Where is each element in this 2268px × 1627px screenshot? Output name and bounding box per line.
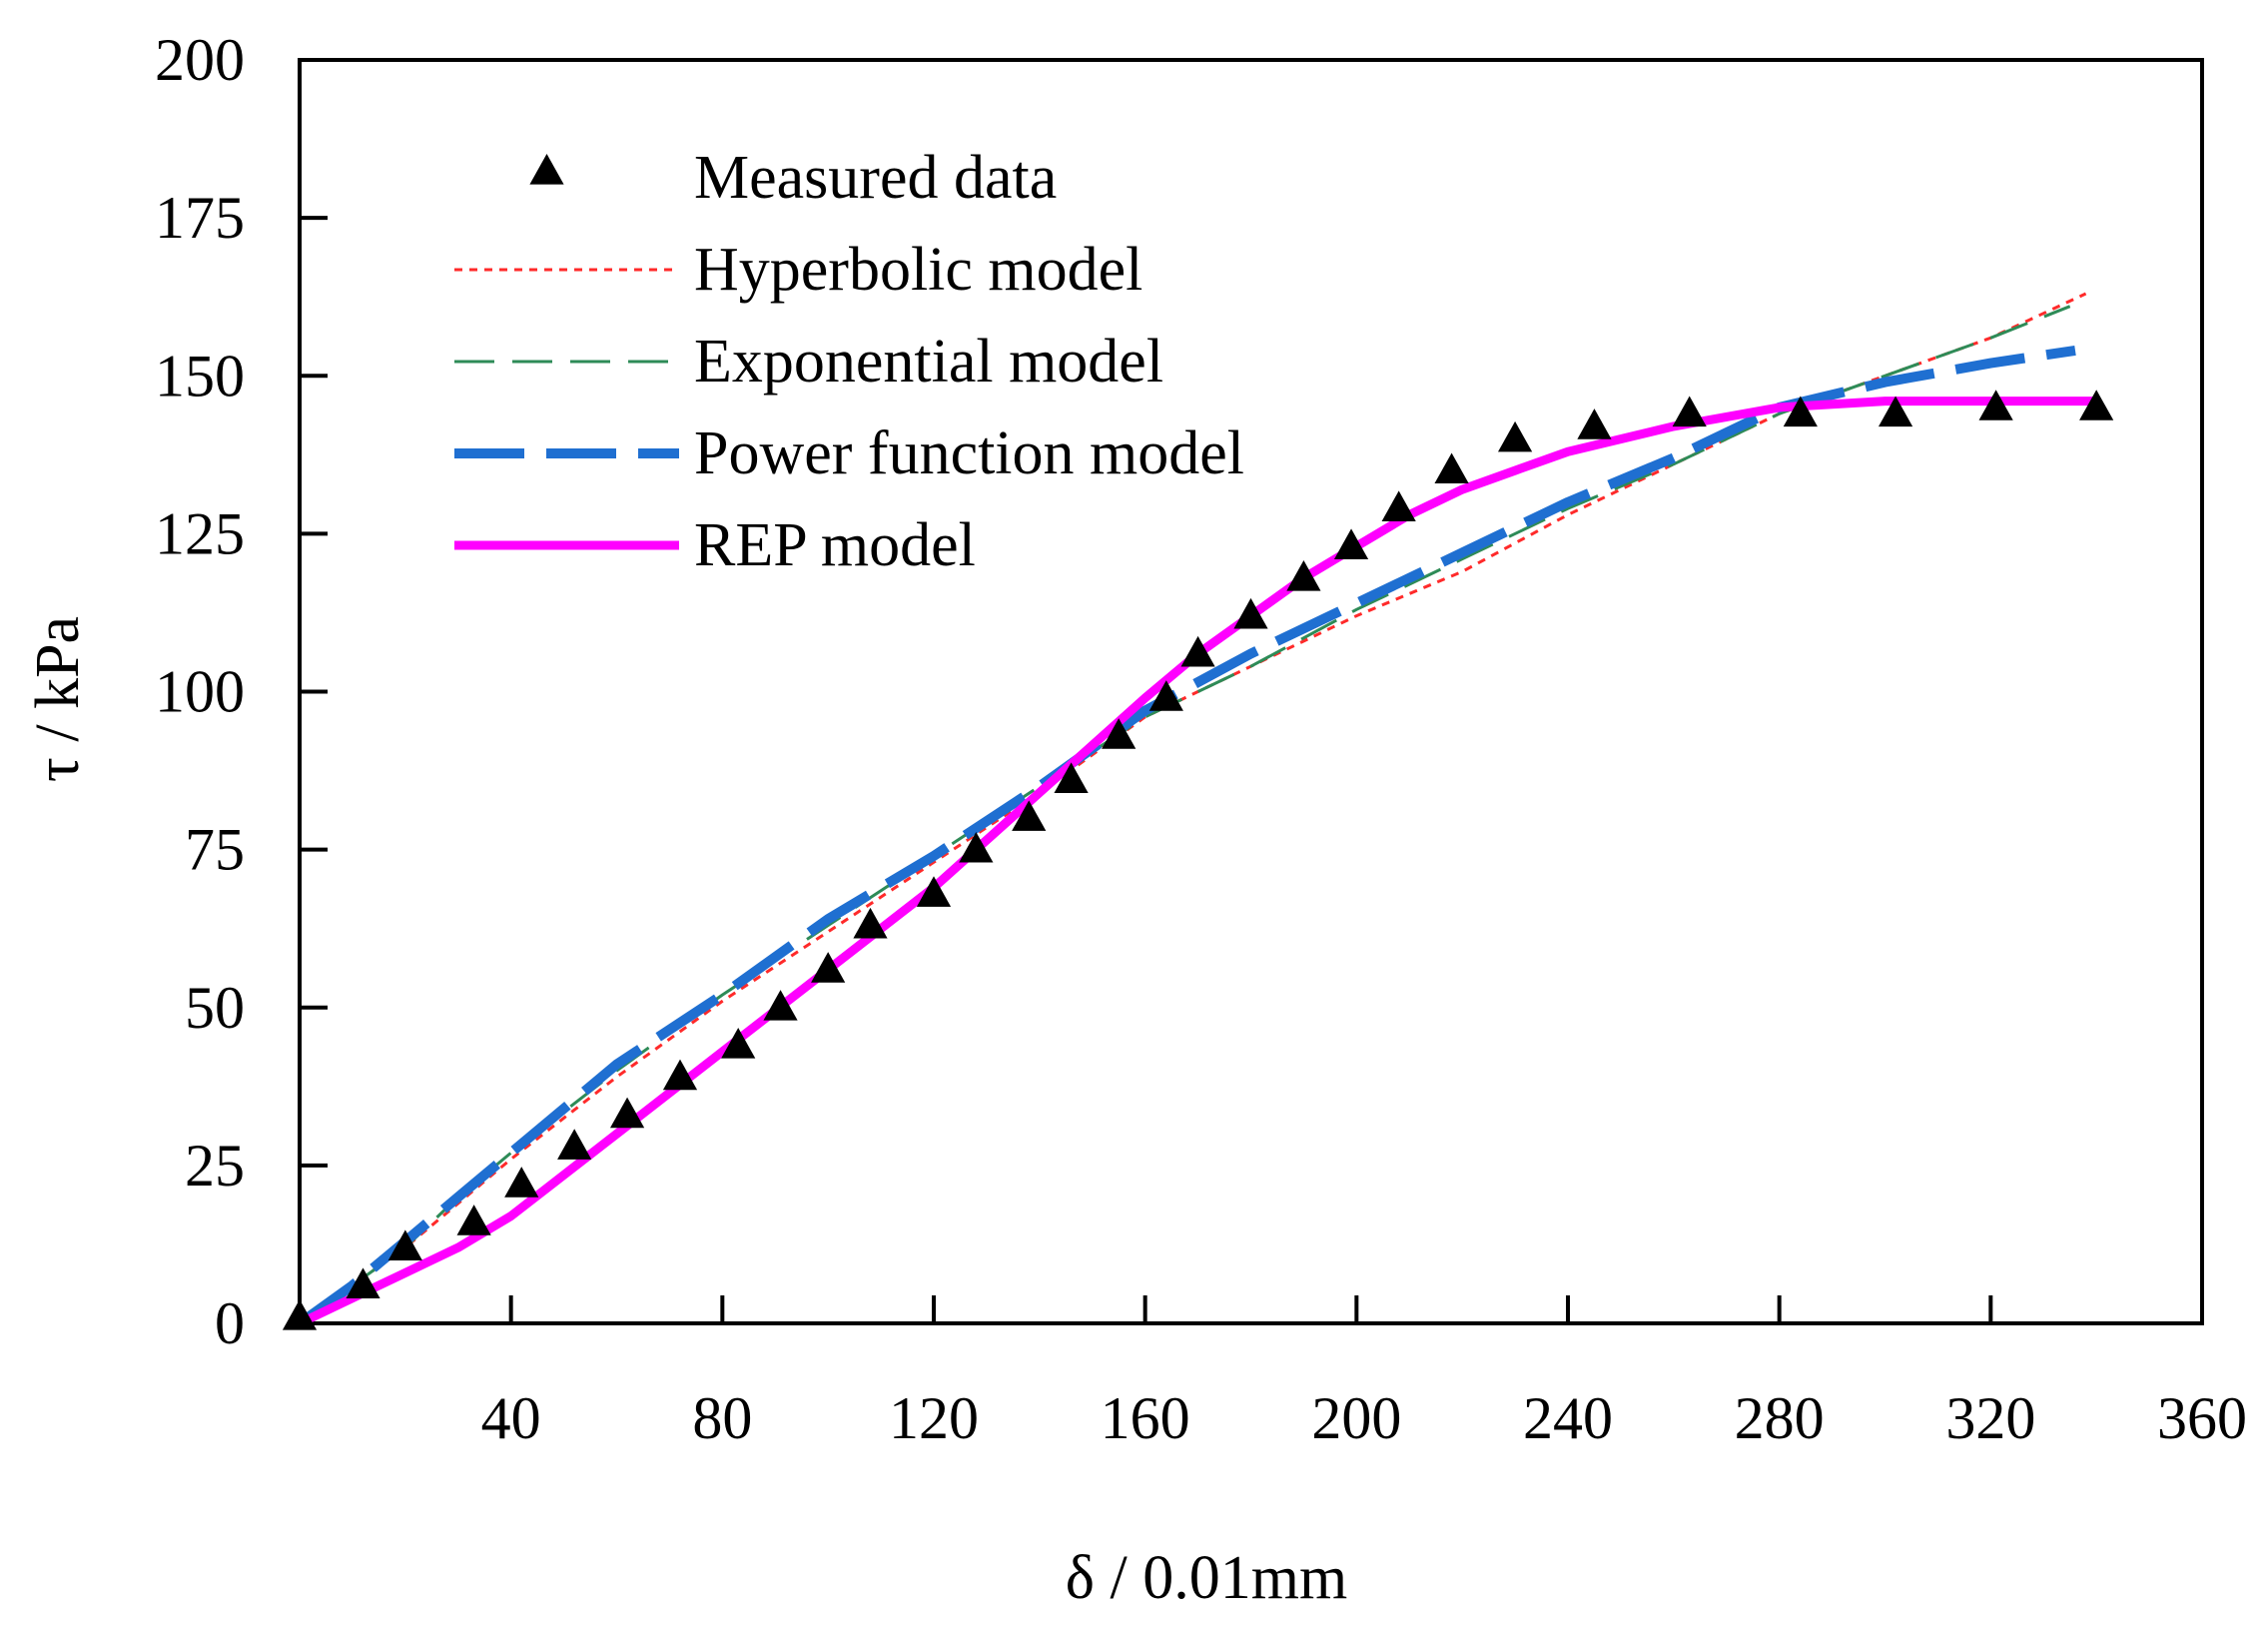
data-point-measured [811,952,846,983]
y-tick-label: 125 [155,500,245,566]
data-point-measured [1497,420,1533,452]
x-tick-label: 240 [1523,1385,1613,1451]
y-tick-label: 75 [185,817,245,883]
data-point-measured [1783,396,1818,427]
x-tick-label: 120 [889,1385,979,1451]
legend-marker-measured [529,154,564,185]
data-point-measured [456,1205,491,1235]
y-tick-label: 175 [155,185,245,251]
data-point-measured [959,831,994,863]
series-line-rep-model [298,397,2097,1328]
data-point-measured [1233,597,1268,629]
x-tick-label: 320 [1945,1385,2035,1451]
data-point-measured [916,876,952,907]
x-axis-ticks: 40 80 120 160 200 240 280 320 360 [481,1295,2247,1451]
data-point-measured [346,1267,380,1298]
x-axis-title: δ / 0.01mm [1066,1544,1347,1612]
data-point-measured [1381,490,1416,521]
data-point-measured [1012,800,1047,831]
plot-frame [298,58,2204,1325]
y-axis-title: τ / kPa [24,616,92,782]
x-tick-label: 40 [481,1385,541,1451]
data-point-measured [1102,718,1136,749]
data-point-measured [1434,452,1469,484]
data-point-measured [1286,559,1321,591]
y-tick-label: 0 [215,1290,245,1356]
y-tick-label: 150 [155,343,245,408]
data-point-measured [662,1059,698,1091]
x-tick-label: 280 [1735,1385,1825,1451]
y-tick-label: 200 [155,27,245,93]
data-point-measured [557,1129,592,1160]
x-tick-label: 160 [1101,1385,1190,1451]
data-point-measured [1978,390,2013,420]
data-point-measured [1054,762,1089,793]
x-tick-label: 80 [692,1385,752,1451]
data-point-measured [853,907,888,939]
data-point-measured [504,1167,539,1198]
plot-area [298,58,2204,1325]
data-point-measured [1672,396,1707,427]
data-point-measured [1577,408,1612,439]
data-point-measured [2079,390,2114,420]
legend-label: REP model [694,511,976,579]
legend: Measured data Hyperbolic model Exponential… [454,144,1244,579]
x-tick-label: 360 [2157,1385,2247,1451]
data-point-measured [282,1299,318,1330]
legend-label: Hyperbolic model [694,236,1142,304]
legend-label: Measured data [694,144,1057,212]
x-tick-label: 200 [1311,1385,1401,1451]
data-point-measured [1180,635,1215,667]
data-point-measured [1148,680,1183,711]
legend-label: Power function model [694,419,1244,487]
y-tick-label: 50 [185,975,245,1041]
y-axis-ticks: 0 25 50 75 100 125 150 175 200 [155,27,328,1356]
y-tick-label: 25 [185,1133,245,1199]
data-point-measured [387,1229,422,1261]
data-point-measured [1333,528,1369,559]
series-layer [282,292,2114,1330]
data-point-measured [763,990,798,1021]
data-point-measured [1878,396,1913,427]
legend-label: Exponential model [694,328,1163,396]
data-point-measured [609,1097,645,1129]
y-tick-label: 100 [155,659,245,725]
data-point-measured [721,1028,756,1059]
